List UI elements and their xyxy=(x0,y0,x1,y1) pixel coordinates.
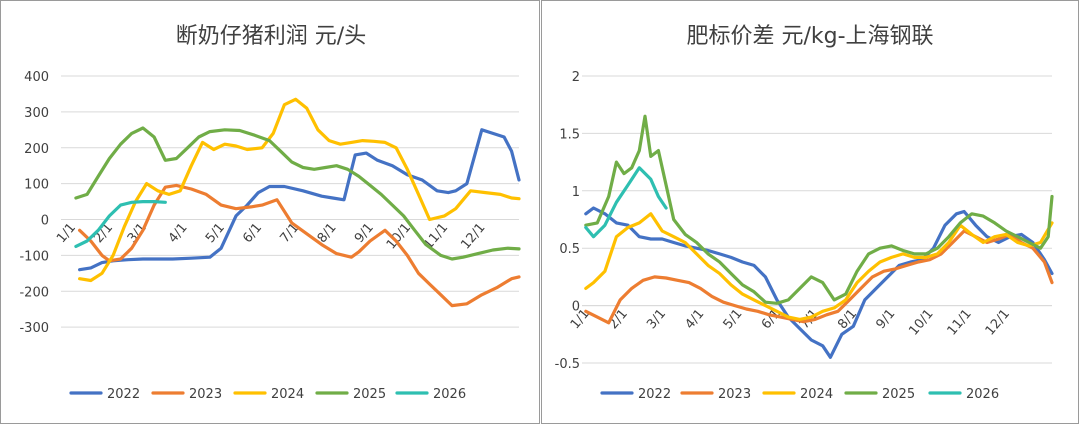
piglet-y-tick-label: 200 xyxy=(24,142,49,157)
chart-panel-fat-standard-spread: 肥标价差 元/kg-上海钢联 2 1.5 1 0.5 0 -0.5 1/1 2/1 3/1 4/1 5… xyxy=(541,0,1079,424)
spread-y-tick-label: 0.5 xyxy=(559,242,580,257)
piglet-legend-label-2026: 2026 xyxy=(433,387,466,402)
spread-series-line-2025 xyxy=(584,114,1054,305)
spread-chart-title: 肥标价差 元/kg-上海钢联 xyxy=(686,24,933,49)
spread-y-tick-label: 1.5 xyxy=(559,127,580,142)
spread-series-line-2026 xyxy=(584,166,668,239)
piglet-series-line-2022 xyxy=(77,128,521,272)
spread-y-tick-label: -0.5 xyxy=(555,357,580,372)
spread-legend-label-2023: 2023 xyxy=(718,387,751,402)
piglet-y-tick-label: 300 xyxy=(24,106,49,121)
spread-y-tick-label: 2 xyxy=(572,70,580,85)
spread-legend-label-2025: 2025 xyxy=(882,387,915,402)
piglet-series-line-2026 xyxy=(74,200,167,248)
spread-series-line-2022 xyxy=(584,206,1054,359)
spread-y-tick-label: 0 xyxy=(572,300,580,315)
spread-series-line-2024 xyxy=(584,212,1054,321)
piglet-y-tick-label: -100 xyxy=(19,249,49,264)
spread-x-tick-label: 10/1 xyxy=(906,307,936,339)
piglet-y-tick-label: 100 xyxy=(24,178,49,193)
spread-x-tick-label: 9/1 xyxy=(873,307,898,333)
piglet-x-tick-label: 7/1 xyxy=(277,220,302,246)
piglet-y-tick-label: 400 xyxy=(24,70,49,85)
piglet-x-tick-label: 11/1 xyxy=(421,220,451,252)
piglet-y-tick-label: 0 xyxy=(41,214,49,229)
spread-legend-label-2024: 2024 xyxy=(800,387,833,402)
spread-x-tick-label: 4/1 xyxy=(682,307,707,333)
piglet-series-line-2023 xyxy=(77,183,521,308)
piglet-legend-label-2025: 2025 xyxy=(353,387,386,402)
spread-x-tick-label: 6/1 xyxy=(759,307,784,333)
spread-x-tick-label: 5/1 xyxy=(721,307,746,333)
spread-legend-label-2022: 2022 xyxy=(638,387,671,402)
piglet-y-tick-label: -200 xyxy=(19,285,49,300)
piglet-x-tick-label: 4/1 xyxy=(166,220,191,246)
piglet-series-line-2024 xyxy=(77,97,521,283)
spread-x-tick-label: 11/1 xyxy=(945,307,975,339)
piglet-legend-label-2022: 2022 xyxy=(107,387,140,402)
chart-panel-weaned-piglet-profit: 断奶仔猪利润 元/头 400 300 200 100 0 -100 -200 -300 1/1 2/… xyxy=(0,0,540,424)
piglet-series-line-2025 xyxy=(74,126,521,261)
piglet-chart-title: 断奶仔猪利润 元/头 xyxy=(176,24,366,49)
spread-x-tick-label: 3/1 xyxy=(644,307,669,333)
piglet-x-tick-label: 6/1 xyxy=(240,220,265,246)
spread-legend-label-2026: 2026 xyxy=(966,387,999,402)
piglet-legend-label-2024: 2024 xyxy=(271,387,304,402)
piglet-legend-label-2023: 2023 xyxy=(189,387,222,402)
piglet-x-tick-label: 9/1 xyxy=(352,220,377,246)
piglet-x-tick-label: 1/1 xyxy=(54,220,79,246)
piglet-x-tick-label: 12/1 xyxy=(458,220,488,252)
spread-x-tick-label: 12/1 xyxy=(983,307,1013,339)
piglet-y-tick-label: -300 xyxy=(19,321,49,336)
spread-y-tick-label: 1 xyxy=(572,185,580,200)
